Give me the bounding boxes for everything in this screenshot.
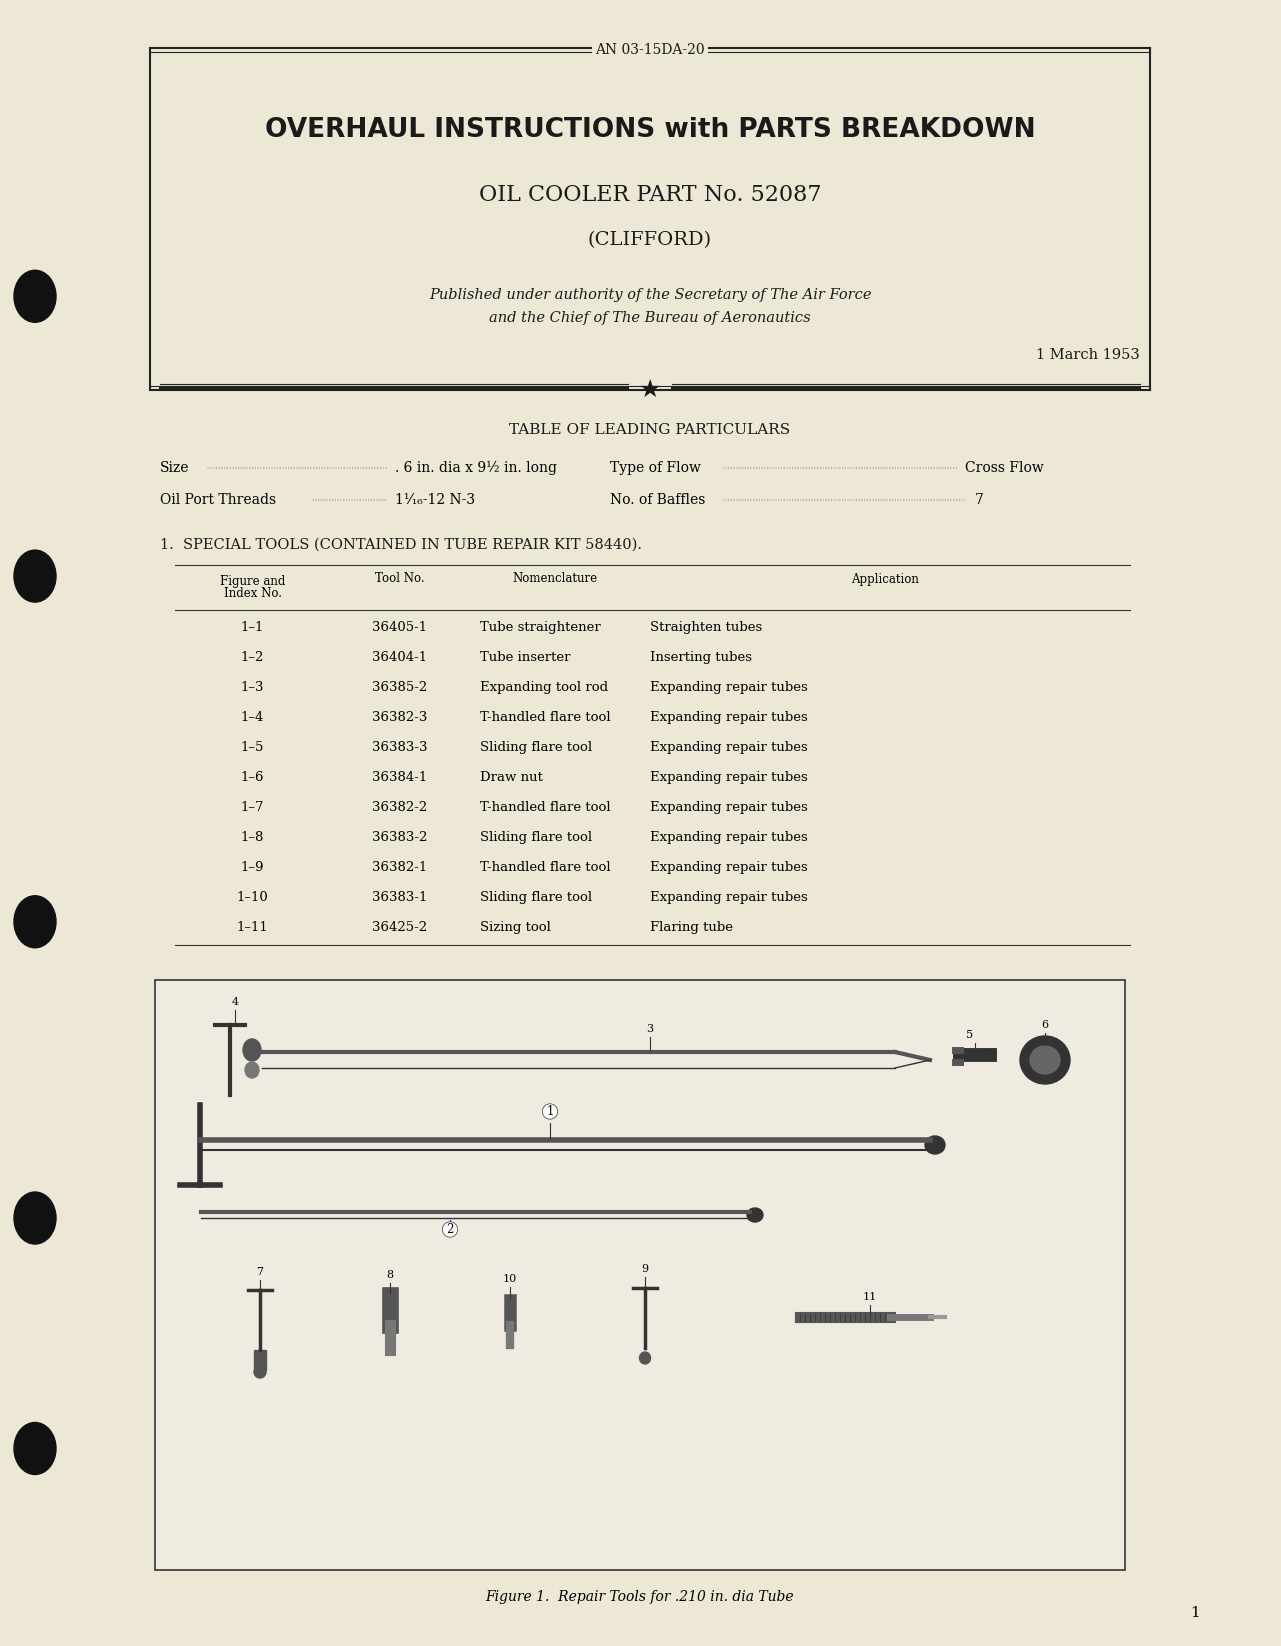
Text: Expanding repair tubes: Expanding repair tubes [649,890,808,904]
Text: 7: 7 [256,1267,264,1277]
Ellipse shape [14,270,56,323]
Text: 1: 1 [1190,1606,1200,1620]
Text: 36385-2: 36385-2 [373,680,428,693]
Ellipse shape [14,895,56,948]
Text: Expanding repair tubes: Expanding repair tubes [649,831,808,843]
Text: 36383-2: 36383-2 [373,831,428,843]
Text: Expanding repair tubes: Expanding repair tubes [649,861,808,874]
Text: Nomenclature: Nomenclature [512,573,597,586]
Text: (CLIFFORD): (CLIFFORD) [588,230,712,249]
Text: Inserting tubes: Inserting tubes [649,650,752,663]
Text: Straighten tubes: Straighten tubes [649,621,762,634]
Text: 1–5: 1–5 [241,741,264,754]
FancyArrow shape [254,1350,266,1369]
Text: and the Chief of The Bureau of Aeronautics: and the Chief of The Bureau of Aeronauti… [489,311,811,324]
Ellipse shape [14,1192,56,1244]
Ellipse shape [925,1136,945,1154]
Text: 6: 6 [1041,1021,1049,1030]
Text: 36383-3: 36383-3 [373,741,428,754]
Text: Published under authority of the Secretary of The Air Force: Published under authority of the Secreta… [429,288,871,301]
Text: 4: 4 [232,997,238,1007]
Ellipse shape [254,1366,266,1378]
Text: Sliding flare tool: Sliding flare tool [480,890,592,904]
Text: 1–7: 1–7 [241,800,264,813]
Text: 1–9: 1–9 [241,861,264,874]
Text: T-handled flare tool: T-handled flare tool [480,711,611,724]
Text: Figure and: Figure and [220,574,286,588]
Bar [155,979,1125,1570]
Text: 36405-1: 36405-1 [373,621,428,634]
Text: Expanding repair tubes: Expanding repair tubes [649,770,808,783]
Text: 1–2: 1–2 [241,650,264,663]
Text: Index No.: Index No. [223,588,282,601]
Text: Application: Application [851,573,918,586]
Text: T-handled flare tool: T-handled flare tool [480,861,611,874]
Ellipse shape [14,1422,56,1475]
Text: Draw nut: Draw nut [480,770,543,783]
Ellipse shape [1020,1035,1070,1085]
Text: OVERHAUL INSTRUCTIONS with PARTS BREAKDOWN: OVERHAUL INSTRUCTIONS with PARTS BREAKDO… [265,117,1035,143]
Text: ★: ★ [639,379,661,402]
Text: Expanding tool rod: Expanding tool rod [480,680,608,693]
Text: AN 03-15DA-20: AN 03-15DA-20 [596,43,705,58]
Ellipse shape [1030,1045,1059,1073]
Text: Figure 1.  Repair Tools for .210 in. dia Tube: Figure 1. Repair Tools for .210 in. dia … [485,1590,794,1603]
Text: T-handled flare tool: T-handled flare tool [480,800,611,813]
Text: 1 March 1953: 1 March 1953 [1036,347,1140,362]
Text: 5: 5 [966,1030,974,1040]
Text: 9: 9 [642,1264,648,1274]
Text: Flaring tube: Flaring tube [649,920,733,933]
Text: 1–6: 1–6 [241,770,264,783]
Text: 8: 8 [387,1271,393,1281]
Text: 7: 7 [975,494,984,507]
Ellipse shape [245,1062,259,1078]
Text: Tube straightener: Tube straightener [480,621,601,634]
Ellipse shape [639,1351,651,1365]
Text: Tube inserter: Tube inserter [480,650,570,663]
Text: 2: 2 [446,1223,453,1236]
Text: 11: 11 [863,1292,877,1302]
Text: 36382-2: 36382-2 [373,800,428,813]
Text: Expanding repair tubes: Expanding repair tubes [649,711,808,724]
Text: 36382-3: 36382-3 [373,711,428,724]
Text: 1¹⁄₁₆-12 N-3: 1¹⁄₁₆-12 N-3 [395,494,475,507]
Ellipse shape [14,550,56,602]
Text: 1–3: 1–3 [241,680,264,693]
Text: 1–11: 1–11 [237,920,269,933]
Text: Sliding flare tool: Sliding flare tool [480,741,592,754]
Text: 36384-1: 36384-1 [373,770,428,783]
Ellipse shape [747,1208,763,1221]
Text: TABLE OF LEADING PARTICULARS: TABLE OF LEADING PARTICULARS [510,423,790,436]
Text: 1: 1 [546,1104,553,1118]
Text: 1–8: 1–8 [241,831,264,843]
Text: 10: 10 [503,1274,518,1284]
Text: 36404-1: 36404-1 [373,650,428,663]
Text: Sizing tool: Sizing tool [480,920,551,933]
Text: Oil Port Threads: Oil Port Threads [160,494,277,507]
Text: 36382-1: 36382-1 [373,861,428,874]
Text: Size: Size [160,461,190,476]
Text: 36425-2: 36425-2 [373,920,428,933]
Text: Tool No.: Tool No. [375,573,425,586]
Text: Cross Flow: Cross Flow [965,461,1044,476]
Text: 3: 3 [647,1024,653,1034]
Text: OIL COOLER PART No. 52087: OIL COOLER PART No. 52087 [479,184,821,206]
Text: 1–1: 1–1 [241,621,264,634]
Text: No. of Baffles: No. of Baffles [610,494,706,507]
Text: Sliding flare tool: Sliding flare tool [480,831,592,843]
Text: Type of Flow: Type of Flow [610,461,701,476]
Text: 1–10: 1–10 [237,890,269,904]
Ellipse shape [243,1039,261,1062]
Text: Expanding repair tubes: Expanding repair tubes [649,800,808,813]
Text: 36383-1: 36383-1 [373,890,428,904]
Text: 1.  SPECIAL TOOLS (CONTAINED IN TUBE REPAIR KIT 58440).: 1. SPECIAL TOOLS (CONTAINED IN TUBE REPA… [160,538,642,551]
Text: Expanding repair tubes: Expanding repair tubes [649,680,808,693]
Text: Expanding repair tubes: Expanding repair tubes [649,741,808,754]
Text: . 6 in. dia x 9½ in. long: . 6 in. dia x 9½ in. long [395,461,557,476]
Text: 1–4: 1–4 [241,711,264,724]
